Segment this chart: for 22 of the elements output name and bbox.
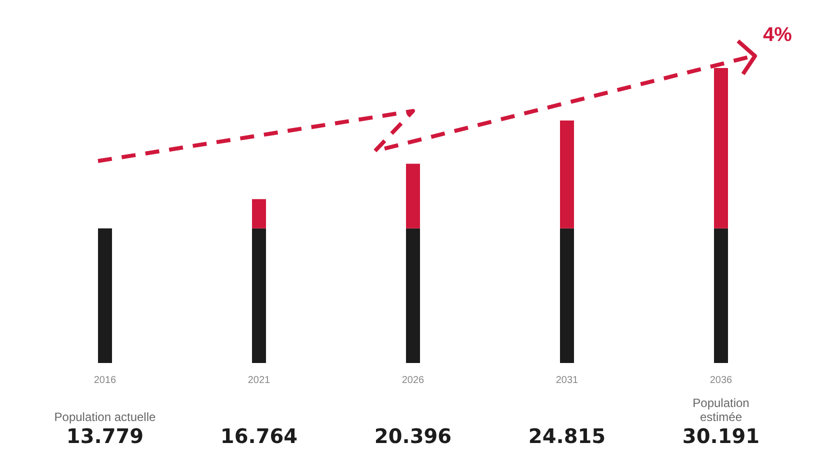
x-tick-label: 2026: [402, 375, 425, 386]
x-tick-label: 2016: [94, 375, 117, 386]
text: 20.396: [374, 424, 452, 448]
x-tick-label: 2031: [556, 375, 579, 386]
text: 13.779: [66, 424, 144, 448]
bar: [252, 228, 266, 363]
text: 24.815: [528, 424, 606, 448]
bar: [406, 164, 420, 228]
text: 16.764: [220, 424, 298, 448]
bar: [560, 228, 574, 363]
text: 30.191: [682, 424, 760, 448]
text: Population estimée: [692, 396, 750, 424]
bar: [406, 228, 420, 363]
bar: [252, 199, 266, 228]
text: Population actuelle: [54, 410, 156, 424]
x-tick-label: 2021: [248, 375, 271, 386]
bar: [714, 228, 728, 363]
x-tick-label: 2036: [710, 375, 733, 386]
bar: [714, 68, 728, 228]
bar: [560, 120, 574, 228]
text: 4%: [763, 24, 792, 47]
bar: [98, 228, 112, 363]
